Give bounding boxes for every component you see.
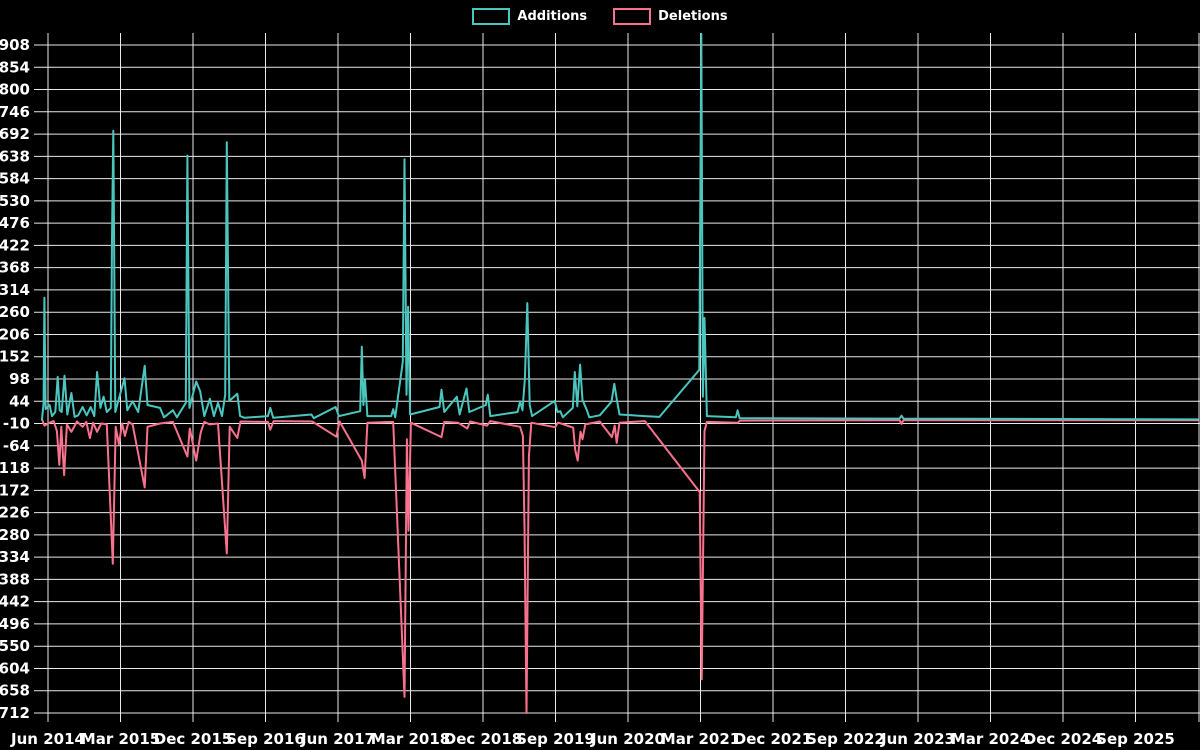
y-tick-label: 584 <box>0 170 30 188</box>
series-line-additions <box>41 32 1199 421</box>
y-tick-label: 314 <box>0 281 30 299</box>
legend-label-additions: Additions <box>517 9 588 24</box>
y-tick-label: -442 <box>0 593 30 611</box>
y-tick-label: -604 <box>0 659 30 677</box>
y-tick-label: -172 <box>0 481 30 499</box>
y-tick-label: -118 <box>0 459 30 477</box>
x-tick-label: Sep 2025 <box>1096 730 1175 748</box>
y-tick-label: -388 <box>0 570 30 588</box>
y-tick-label: 800 <box>0 81 30 99</box>
y-tick-label: 530 <box>0 192 30 210</box>
y-tick-label: -550 <box>0 637 30 655</box>
y-tick-label: 260 <box>0 303 30 321</box>
y-tick-label: -496 <box>0 615 30 633</box>
y-tick-label: 422 <box>0 236 30 254</box>
x-tick-label: Jun 2014 <box>10 730 85 748</box>
x-tick-label: Sep 2022 <box>806 730 885 748</box>
x-tick-label: Dec 2015 <box>154 730 233 748</box>
y-tick-label: 746 <box>0 103 30 121</box>
x-tick-label: Sep 2019 <box>516 730 595 748</box>
chart-legend: Additions Deletions <box>0 8 1200 25</box>
y-tick-label: -280 <box>0 526 30 544</box>
legend-item-additions[interactable]: Additions <box>472 8 587 25</box>
additions-swatch-icon <box>472 8 511 25</box>
x-tick-label: Dec 2021 <box>734 730 813 748</box>
y-tick-label: 692 <box>0 125 30 143</box>
y-tick-label: -10 <box>3 415 30 433</box>
y-tick-label: 44 <box>9 392 30 410</box>
y-tick-label: 152 <box>0 348 30 366</box>
legend-item-deletions[interactable]: Deletions <box>613 8 728 25</box>
x-tick-label: Jun 2023 <box>880 730 955 748</box>
y-tick-label: 98 <box>9 370 30 388</box>
series-line-deletions <box>41 418 1199 714</box>
y-tick-label: -658 <box>0 682 30 700</box>
y-tick-label: 368 <box>0 259 30 277</box>
y-tick-label: -64 <box>3 437 30 455</box>
legend-label-deletions: Deletions <box>658 9 728 24</box>
x-tick-label: Mar 2018 <box>371 730 450 748</box>
deletions-swatch-icon <box>613 8 652 25</box>
x-tick-label: Jun 2020 <box>590 730 665 748</box>
y-tick-label: 908 <box>0 36 30 54</box>
y-tick-label: 638 <box>0 147 30 165</box>
y-tick-label: -226 <box>0 504 30 522</box>
x-tick-label: Mar 2024 <box>951 730 1030 748</box>
x-tick-label: Dec 2018 <box>444 730 523 748</box>
y-tick-label: 206 <box>0 325 30 343</box>
y-tick-label: 476 <box>0 214 30 232</box>
x-tick-label: Sep 2016 <box>226 730 305 748</box>
y-tick-label: -712 <box>0 704 30 722</box>
y-tick-label: 854 <box>0 58 30 76</box>
x-tick-label: Jun 2017 <box>300 730 375 748</box>
x-tick-label: Dec 2024 <box>1024 730 1103 748</box>
x-tick-label: Mar 2021 <box>661 730 740 748</box>
x-tick-label: Mar 2015 <box>81 730 160 748</box>
y-tick-label: -334 <box>0 548 30 566</box>
